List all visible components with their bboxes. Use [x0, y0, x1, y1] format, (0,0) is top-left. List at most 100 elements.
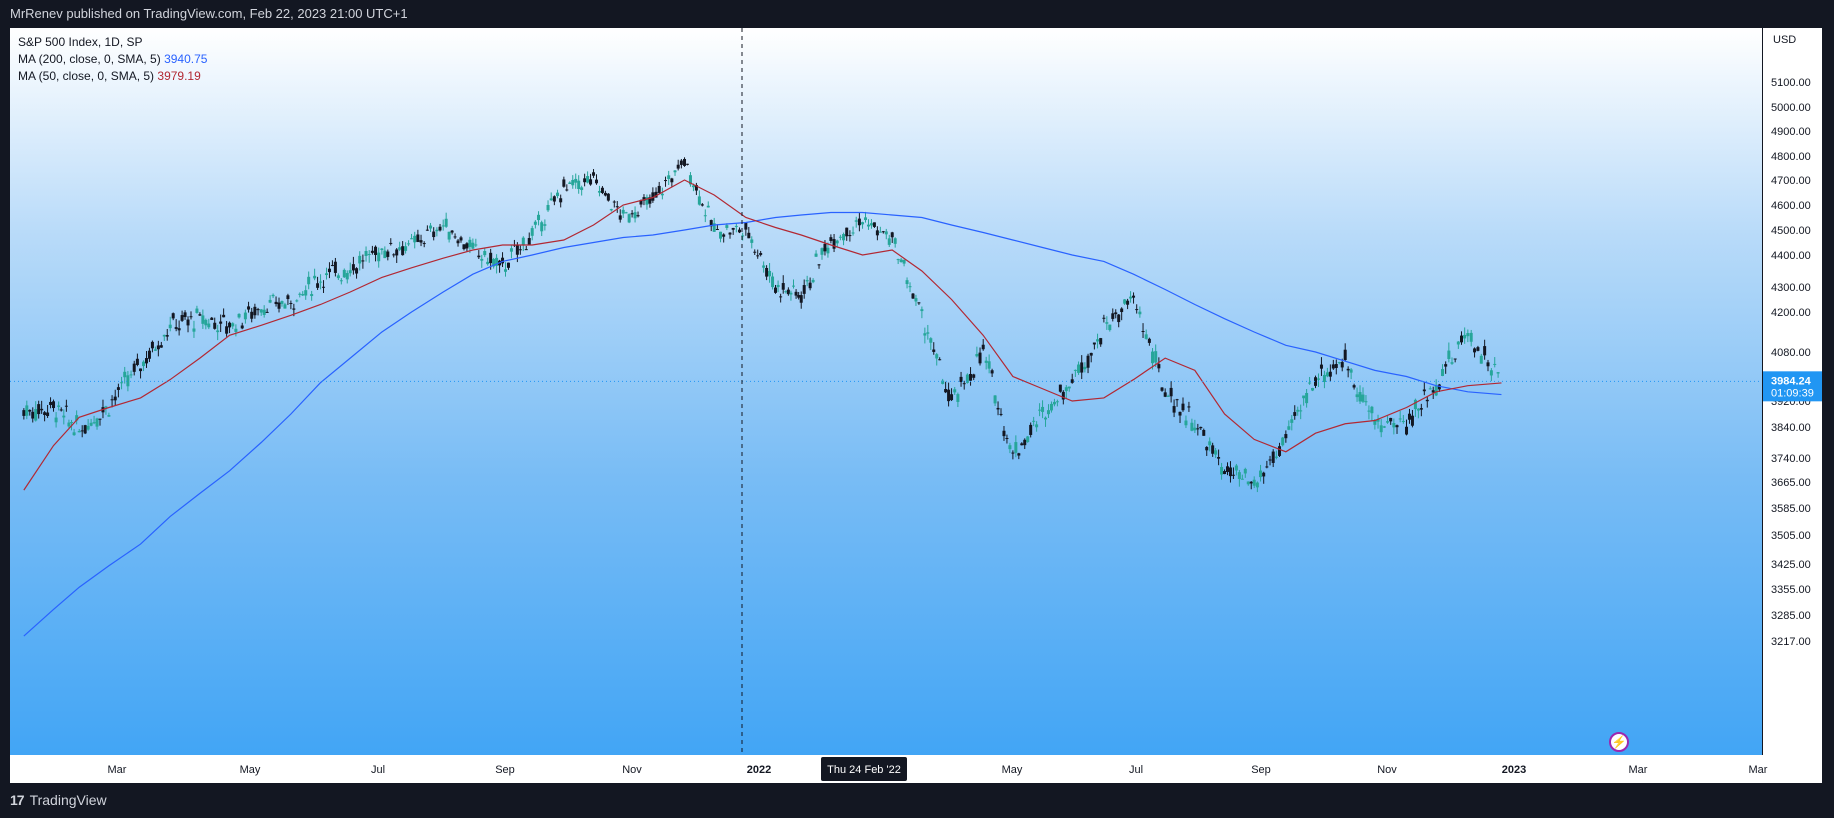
tradingview-logo-icon: 17 [10, 792, 25, 808]
candle [1089, 352, 1093, 363]
candle [1316, 373, 1320, 388]
candle [92, 415, 96, 425]
candle [432, 227, 436, 241]
chart-svg[interactable] [10, 28, 1762, 755]
candle [835, 239, 839, 248]
candle [781, 275, 785, 294]
candle [929, 337, 933, 350]
candle [1041, 400, 1045, 419]
candle [324, 267, 328, 280]
candle [1302, 395, 1306, 406]
candle [389, 238, 393, 246]
time-tick-label: Sep [495, 764, 515, 776]
candle [664, 176, 668, 187]
candle [1196, 423, 1200, 436]
candle [893, 237, 897, 248]
chart-plot-area[interactable] [10, 28, 1762, 755]
price-tick-label: 5000.00 [1771, 102, 1811, 114]
time-tick-label: Sep [1251, 764, 1271, 776]
candle [956, 392, 960, 408]
candle [826, 242, 830, 258]
price-tick-label: 3285.00 [1771, 610, 1811, 622]
candle [1460, 331, 1464, 345]
candle [565, 184, 569, 192]
candle [43, 410, 47, 422]
candle [1181, 397, 1185, 412]
candle [1026, 435, 1030, 443]
candle [213, 317, 217, 330]
candle [518, 245, 522, 255]
legend-symbol[interactable]: S&P 500 Index, 1D, SP [18, 35, 143, 49]
candle [583, 173, 587, 187]
price-tick-label: 4080.00 [1771, 347, 1811, 359]
time-axis[interactable]: Mar May Jul Sep Nov 2022 May Jul Sep Nov 2023 Mar Ma… [10, 755, 1822, 783]
candle [811, 278, 815, 284]
candle [738, 227, 742, 234]
candle [571, 175, 575, 189]
candle [600, 186, 604, 195]
candle [1334, 359, 1338, 375]
legend-ma50[interactable]: MA (50, close, 0, SMA, 5) 3979.19 [18, 68, 207, 85]
candle [1444, 361, 1448, 374]
candle [1029, 422, 1033, 438]
candle [336, 273, 340, 281]
candle [618, 209, 622, 223]
candle [848, 230, 852, 242]
candle [1325, 367, 1329, 378]
candle [645, 194, 649, 210]
candle [180, 310, 184, 322]
candle [37, 400, 41, 419]
candle [1349, 368, 1353, 380]
currency-label: USD [1773, 34, 1797, 46]
candle [759, 250, 763, 257]
candle [750, 236, 754, 249]
candle [1044, 416, 1048, 427]
price-tick-label: 3425.00 [1771, 559, 1811, 571]
candle [429, 222, 433, 233]
candle [307, 271, 311, 290]
candle [768, 263, 772, 283]
candle [126, 371, 130, 392]
flash-icon[interactable]: ⚡ [1609, 732, 1629, 752]
legend-ma200-value: 3940.75 [164, 52, 208, 66]
candle [814, 250, 818, 257]
price-axis[interactable]: 5100.00 5000.00 4900.00 4800.00 4700.00 4600.… [1762, 28, 1823, 755]
candle [1240, 474, 1244, 480]
right-edge [1822, 28, 1834, 783]
candle [881, 230, 885, 234]
candle [624, 211, 628, 214]
candle [1428, 386, 1432, 390]
candle [1083, 362, 1087, 373]
candle [283, 302, 287, 309]
brand-name: TradingView [29, 792, 107, 808]
candle [72, 428, 76, 436]
last-price-box [1763, 371, 1823, 402]
candle [330, 260, 334, 267]
candle [1314, 375, 1318, 389]
candle [944, 381, 948, 394]
candle [1166, 394, 1170, 398]
legend-ma200[interactable]: MA (200, close, 0, SMA, 5) 3940.75 [18, 51, 207, 68]
candle [219, 314, 223, 333]
candle [996, 401, 1000, 416]
candle [195, 305, 199, 314]
candle [509, 244, 513, 259]
time-tick-label: 2023 [1502, 764, 1526, 776]
candle [1064, 385, 1068, 399]
brand[interactable]: 17 TradingView [10, 792, 107, 808]
candle [268, 295, 272, 304]
candle [744, 222, 748, 236]
candle [441, 219, 445, 231]
candle [132, 360, 136, 376]
candle [34, 401, 38, 422]
candle [447, 231, 451, 243]
candle [207, 318, 211, 330]
candle [774, 284, 778, 294]
candle [651, 187, 655, 203]
candle [574, 173, 578, 189]
candle [483, 247, 487, 258]
time-axis-svg: Mar May Jul Sep Nov 2022 May Jul Sep Nov 2023 Mar Ma… [108, 757, 1768, 781]
candle [899, 257, 903, 263]
chart-legend: S&P 500 Index, 1D, SP MA (200, close, 0,… [18, 34, 207, 85]
candle [1305, 388, 1309, 408]
